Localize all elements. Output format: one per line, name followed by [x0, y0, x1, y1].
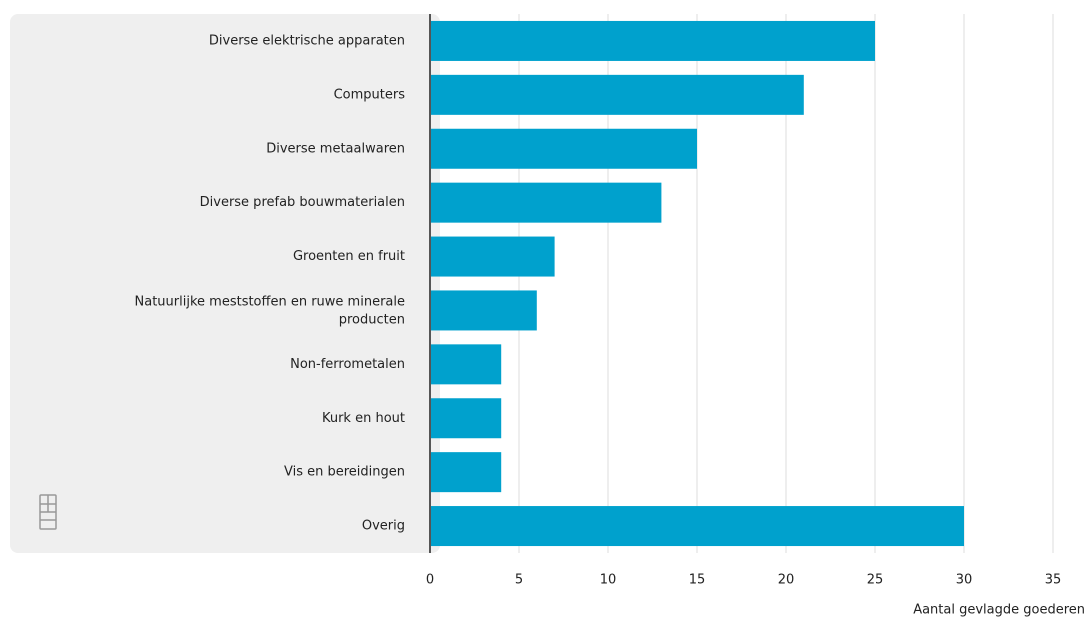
bar [430, 398, 502, 439]
x-axis-title: Aantal gevlagde goederen [913, 603, 1085, 618]
bar [430, 128, 697, 169]
bar [430, 344, 502, 385]
y-tick-label: Non-ferrometalen [290, 357, 405, 372]
y-tick-label: Natuurlijke meststoffen en ruwe minerale… [135, 294, 405, 327]
bar [430, 506, 964, 547]
label-panel [10, 14, 440, 553]
x-tick-label: 5 [515, 573, 523, 588]
bar [430, 236, 555, 277]
x-tick-label: 20 [778, 573, 795, 588]
y-tick-label: Overig [362, 519, 405, 534]
bar [430, 452, 502, 493]
bar [430, 182, 662, 223]
y-tick-label: Vis en bereidingen [284, 465, 405, 480]
x-tick-label: 10 [600, 573, 617, 588]
y-tick-label: Computers [334, 87, 406, 102]
cbs-logo [39, 494, 57, 530]
y-tick-label: Diverse metaalwaren [266, 141, 405, 156]
bar [430, 74, 804, 115]
x-tick-label: 15 [689, 573, 706, 588]
y-tick-label: Diverse elektrische apparaten [209, 33, 405, 48]
x-tick-label: 0 [426, 573, 434, 588]
x-tick-label: 30 [956, 573, 973, 588]
y-tick-label: Groenten en fruit [293, 249, 405, 264]
bar [430, 290, 537, 331]
x-tick-label: 35 [1045, 573, 1062, 588]
y-tick-label: Kurk en hout [322, 411, 405, 426]
bar [430, 20, 875, 61]
y-tick-label: Diverse prefab bouwmaterialen [200, 195, 405, 210]
x-tick-label: 25 [867, 573, 884, 588]
